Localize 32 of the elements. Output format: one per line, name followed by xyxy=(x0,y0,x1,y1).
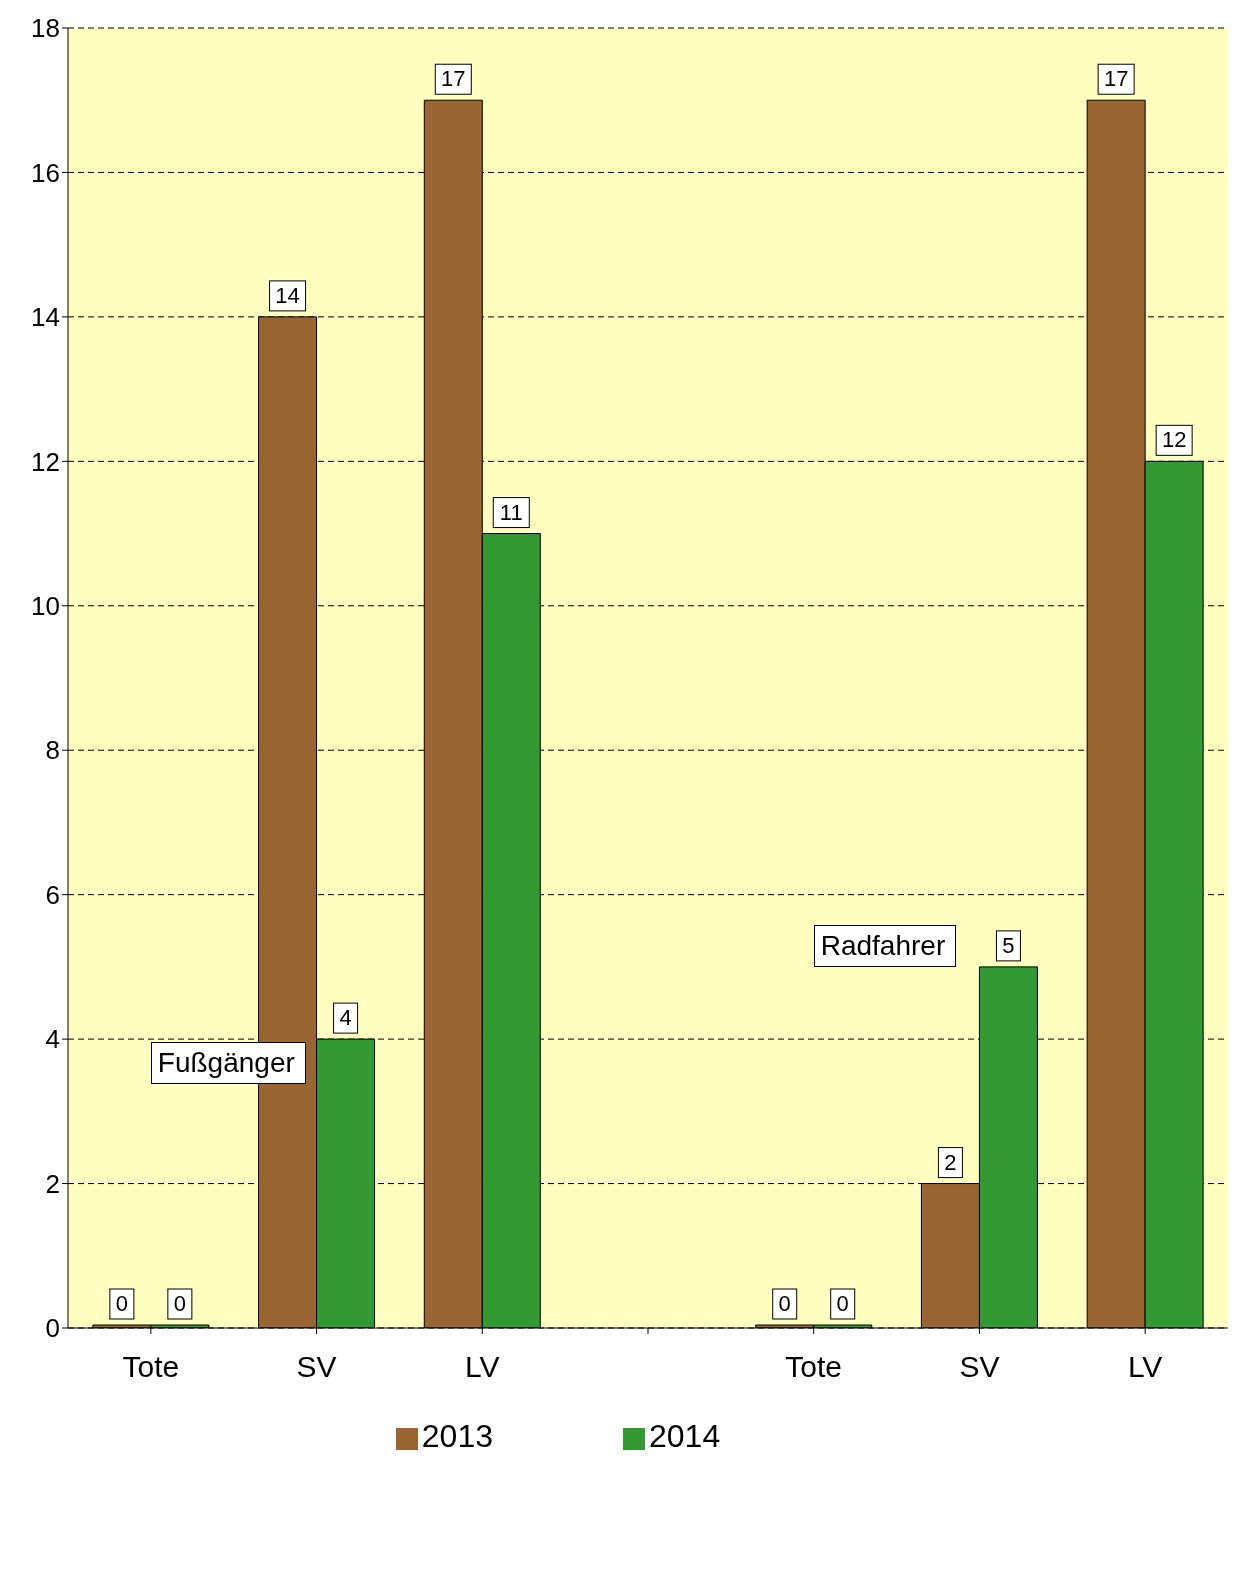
data-label: 14 xyxy=(275,282,300,308)
x-tick-label: SV xyxy=(959,1350,1000,1384)
data-label: 0 xyxy=(115,1291,128,1316)
y-tick-label: 10 xyxy=(31,591,60,622)
y-tick-label: 14 xyxy=(31,302,60,333)
data-label: 2 xyxy=(944,1149,957,1175)
data-label: 17 xyxy=(441,66,466,92)
data-label: 0 xyxy=(836,1291,849,1316)
x-tick-label: LV xyxy=(1127,1350,1163,1384)
data-label: 11 xyxy=(499,499,523,525)
data-label: 4 xyxy=(339,1005,352,1031)
y-tick-label: 8 xyxy=(45,735,60,766)
y-tick-label: 12 xyxy=(31,446,60,477)
y-tick-label: 0 xyxy=(45,1313,60,1344)
y-tick-label: 16 xyxy=(31,157,60,188)
data-label: 0 xyxy=(173,1291,186,1316)
x-tick-label: Tote xyxy=(785,1350,843,1384)
y-tick-label: 6 xyxy=(45,879,60,910)
y-tick-label: 4 xyxy=(45,1024,60,1055)
data-label: 12 xyxy=(1161,427,1187,453)
legend-label: 2013 xyxy=(421,1418,493,1454)
x-tick-label: Tote xyxy=(122,1350,180,1384)
x-tick-label: LV xyxy=(465,1350,500,1384)
data-label: 0 xyxy=(778,1291,791,1316)
data-label: 5 xyxy=(1002,932,1015,958)
y-tick-label: 2 xyxy=(45,1168,60,1199)
x-tick-label: SV xyxy=(296,1350,337,1384)
legend-label: 2014 xyxy=(649,1418,721,1454)
y-tick-label: 18 xyxy=(31,13,60,44)
annotation: Radfahrer xyxy=(813,925,957,967)
data-label: 17 xyxy=(1103,66,1129,92)
annotation: Fußgänger xyxy=(150,1042,306,1084)
